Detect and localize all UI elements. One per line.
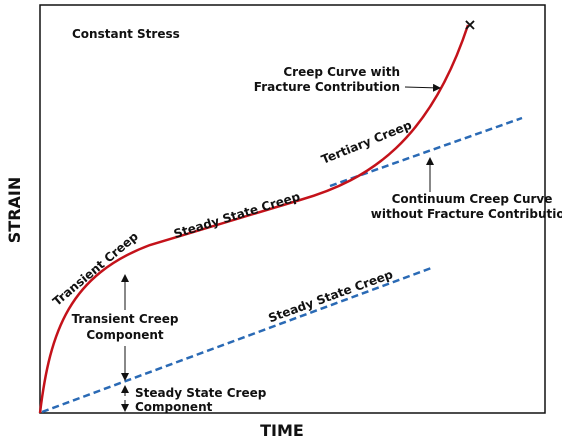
arrow bbox=[404, 83, 441, 92]
annotation: Tertiary Creep bbox=[319, 118, 414, 167]
annotation: Transient Creep bbox=[50, 229, 141, 309]
annotation: without Fracture Contribution bbox=[371, 207, 562, 221]
steady-state-line bbox=[41, 265, 435, 414]
annotation: Steady State Creep bbox=[267, 267, 396, 325]
annotation: Fracture Contribution bbox=[254, 80, 400, 94]
annotation: Creep Curve with bbox=[283, 65, 400, 79]
annotation: Steady State Creep bbox=[135, 386, 267, 400]
annotation: Component bbox=[86, 328, 164, 342]
fracture-mark: × bbox=[463, 15, 476, 34]
annotation: Component bbox=[135, 400, 213, 414]
annotation: Steady State Creep bbox=[172, 189, 302, 241]
title: Constant Stress bbox=[72, 27, 180, 41]
x-axis-label: TIME bbox=[260, 421, 304, 440]
plot-frame bbox=[39, 4, 546, 414]
y-axis-label: STRAIN bbox=[5, 177, 24, 243]
annotation: Continuum Creep Curve bbox=[392, 192, 553, 206]
creep-curve bbox=[38, 24, 470, 414]
annotation: Transient Creep bbox=[72, 312, 179, 326]
